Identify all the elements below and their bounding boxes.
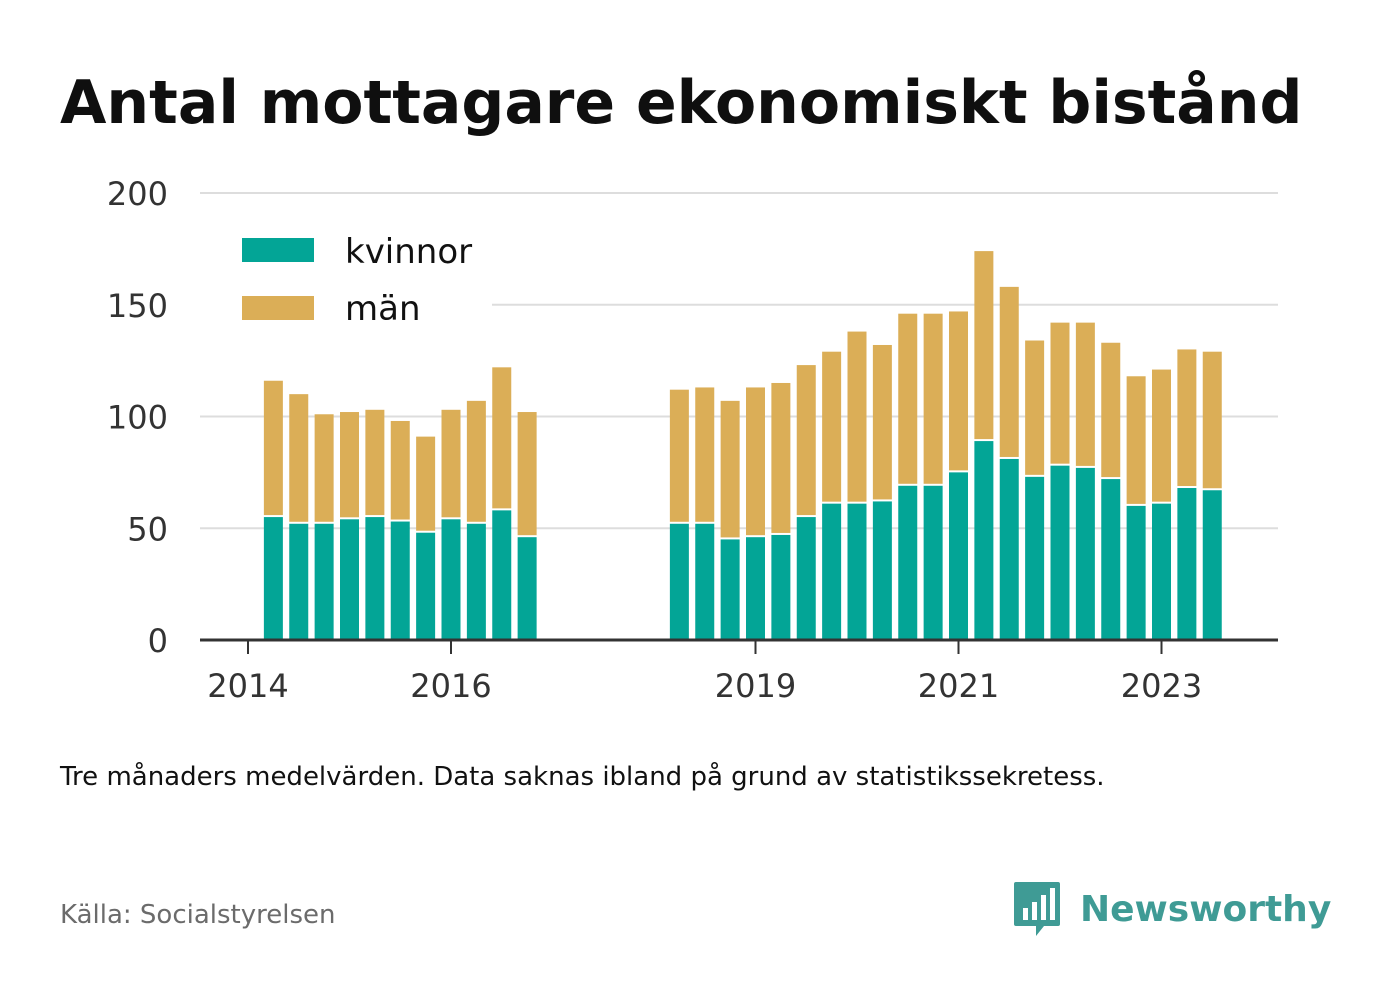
bar-kvinnor bbox=[1101, 479, 1121, 640]
bar-kvinnor bbox=[441, 519, 461, 640]
legend-label-man: män bbox=[345, 289, 421, 329]
bar-kvinnor bbox=[746, 537, 765, 640]
bar-kvinnor bbox=[695, 523, 715, 640]
bar-kvinnor bbox=[872, 501, 892, 640]
bar-kvinnor bbox=[949, 472, 968, 640]
brand-name: Newsworthy bbox=[1080, 888, 1332, 930]
bar-man bbox=[695, 387, 715, 522]
bar-kvinnor bbox=[416, 532, 436, 640]
bar-man bbox=[517, 412, 537, 536]
bar-man bbox=[898, 313, 918, 484]
bar-man bbox=[314, 414, 334, 522]
bar-kvinnor bbox=[365, 517, 385, 640]
bar-man bbox=[1050, 322, 1070, 464]
legend: kvinnor män bbox=[200, 214, 492, 332]
bar-man bbox=[289, 394, 309, 522]
axes: 0 50 100 150 200 2014 2016 2019 2021 2023 bbox=[107, 175, 1278, 705]
bar-man bbox=[390, 420, 410, 520]
chart-title: Antal mottagare ekonomiskt bistånd bbox=[60, 68, 1303, 138]
bar-man bbox=[340, 412, 359, 518]
bar-man bbox=[949, 311, 968, 471]
bar-kvinnor bbox=[822, 503, 842, 640]
bar-kvinnor bbox=[1050, 465, 1070, 640]
bar-man bbox=[999, 286, 1019, 457]
bar-kvinnor bbox=[898, 485, 918, 640]
bar-kvinnor bbox=[1075, 467, 1095, 640]
bar-man bbox=[1075, 322, 1095, 466]
bar-man bbox=[847, 331, 867, 502]
bar-man bbox=[492, 367, 512, 509]
bar-kvinnor bbox=[289, 523, 309, 640]
bar-man bbox=[1101, 342, 1121, 478]
bar-man bbox=[441, 409, 461, 518]
bar-kvinnor bbox=[999, 458, 1019, 640]
bar-kvinnor bbox=[1025, 476, 1045, 640]
bar-man bbox=[1025, 340, 1045, 475]
y-tick-label: 0 bbox=[148, 622, 168, 660]
y-tick-label: 50 bbox=[127, 510, 168, 548]
legend-label-kvinnor: kvinnor bbox=[345, 232, 472, 272]
bar-kvinnor bbox=[796, 517, 816, 640]
x-tick-label: 2016 bbox=[410, 667, 491, 705]
bar-kvinnor bbox=[847, 503, 867, 640]
bar-man bbox=[746, 387, 765, 536]
bar-kvinnor bbox=[771, 534, 791, 640]
y-tick-label: 100 bbox=[107, 399, 168, 437]
bar-kvinnor bbox=[263, 517, 283, 640]
bar-man bbox=[669, 389, 689, 522]
bar-kvinnor bbox=[390, 521, 410, 640]
bar-man bbox=[1202, 351, 1222, 489]
bar-man bbox=[1152, 369, 1171, 502]
x-tick-label: 2023 bbox=[1121, 667, 1202, 705]
chart-note: Tre månaders medelvärden. Data saknas ib… bbox=[60, 762, 1105, 792]
bar-man bbox=[796, 365, 816, 516]
bar-man bbox=[1177, 349, 1197, 487]
bar-kvinnor bbox=[1152, 503, 1171, 640]
bar-man bbox=[365, 409, 385, 516]
x-tick-label: 2019 bbox=[715, 667, 796, 705]
bar-kvinnor bbox=[1202, 490, 1222, 640]
bar-kvinnor bbox=[517, 537, 537, 640]
bar-kvinnor bbox=[1177, 488, 1197, 640]
bar-man bbox=[974, 251, 994, 440]
bar-man bbox=[263, 380, 283, 516]
bar-kvinnor bbox=[720, 539, 740, 640]
bar-man bbox=[466, 400, 486, 522]
bars bbox=[263, 251, 1222, 640]
y-tick-label: 150 bbox=[107, 287, 168, 325]
bar-kvinnor bbox=[492, 510, 512, 640]
bar-kvinnor bbox=[923, 485, 943, 640]
bar-man bbox=[923, 313, 943, 484]
bar-man bbox=[720, 400, 740, 538]
brand-logo: Newsworthy bbox=[1012, 878, 1331, 940]
legend-swatch-kvinnor bbox=[242, 238, 314, 262]
bar-man bbox=[872, 344, 892, 500]
x-tick-label: 2014 bbox=[207, 667, 288, 705]
newsworthy-icon bbox=[1014, 882, 1060, 936]
bar-kvinnor bbox=[1126, 505, 1146, 640]
bar-kvinnor bbox=[974, 441, 994, 640]
bar-man bbox=[771, 382, 791, 533]
bar-kvinnor bbox=[466, 523, 486, 640]
legend-swatch-man bbox=[242, 296, 314, 320]
bar-man bbox=[416, 436, 436, 531]
bar-man bbox=[1126, 376, 1146, 504]
bar-kvinnor bbox=[669, 523, 689, 640]
y-tick-label: 200 bbox=[107, 175, 168, 213]
source-text: Källa: Socialstyrelsen bbox=[60, 900, 336, 930]
x-tick-label: 2021 bbox=[918, 667, 999, 705]
bar-kvinnor bbox=[340, 519, 359, 640]
bar-man bbox=[822, 351, 842, 502]
bar-kvinnor bbox=[314, 523, 334, 640]
